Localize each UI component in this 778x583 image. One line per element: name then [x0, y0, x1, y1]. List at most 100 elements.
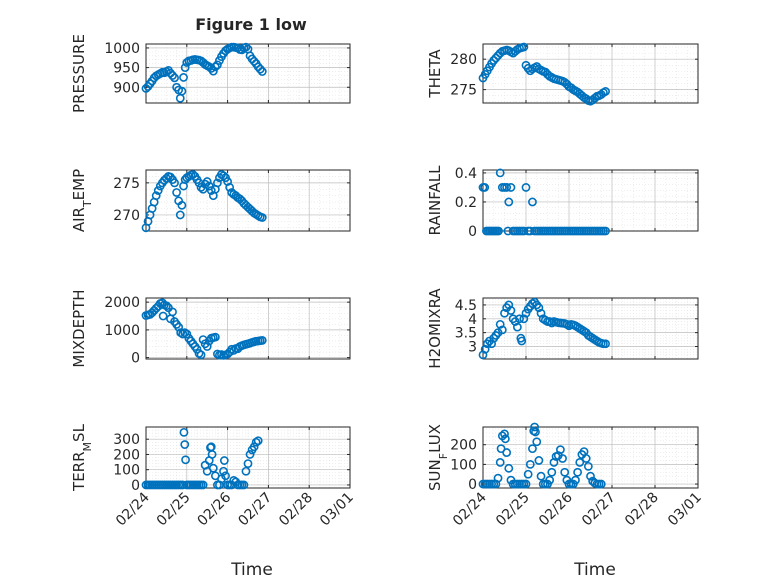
data-point: [531, 427, 540, 437]
data-point: [493, 473, 503, 483]
data-point: [225, 182, 235, 192]
data-point: [206, 186, 216, 195]
data-point: [489, 56, 499, 65]
y-axis-label: TERRMSL: [70, 423, 94, 492]
data-point: [212, 178, 222, 188]
data-point: [573, 467, 582, 477]
data-point: [168, 307, 177, 317]
data-point: [249, 56, 259, 66]
y-axis-label: AIRTEMP: [70, 169, 94, 232]
y-tick-label: 2000: [104, 295, 140, 311]
data-point: [243, 459, 253, 468]
data-point: [502, 183, 512, 192]
data-point: [161, 173, 171, 183]
data-point: [513, 322, 522, 332]
data-point: [177, 86, 187, 96]
subplot-mixdepth: 0 1000 2000 MIXDEPTH: [70, 289, 351, 368]
data-point: [506, 183, 516, 192]
data-point: [208, 66, 218, 76]
axes-frame: [145, 169, 351, 232]
subplot-air-temp: 270 275 AIRTEMP: [70, 169, 351, 233]
data-point: [180, 63, 190, 72]
data-point: [241, 42, 251, 52]
data-point: [521, 183, 531, 192]
data-point: [480, 344, 490, 354]
y-tick-label: 0.4: [455, 166, 477, 182]
data-point: [229, 346, 239, 355]
data-point: [545, 475, 555, 485]
data-point: [491, 53, 501, 63]
data-point: [253, 436, 263, 446]
data-point: [480, 183, 490, 192]
y-tick-label: 275: [113, 176, 140, 192]
x-tick-label: 02/28: [622, 490, 662, 530]
x-axis-label: Time: [230, 560, 273, 580]
data-point: [151, 191, 161, 201]
subplot-pressure: 900 950 1000 PRESSURE: [70, 34, 351, 113]
data-point: [532, 437, 542, 447]
x-tick-label: 02/24: [113, 489, 153, 529]
data-point: [251, 437, 261, 447]
data-point: [528, 444, 537, 454]
y-tick-label: 3.5: [455, 326, 477, 342]
y-axis-label: RAINFALL: [426, 165, 444, 236]
y-tick-label: 1000: [104, 323, 140, 339]
data-point: [495, 458, 505, 467]
y-tick-label: 1000: [104, 41, 140, 57]
data-point: [601, 339, 610, 349]
data-point: [519, 314, 529, 324]
y-tick-label: 4.5: [455, 298, 477, 314]
data-point: [504, 463, 514, 473]
y-tick-label: 0: [131, 351, 140, 367]
data-point: [202, 342, 212, 351]
data-point: [180, 440, 190, 449]
y-tick-label: 3: [468, 340, 477, 356]
data-point: [517, 336, 527, 346]
data-point: [219, 456, 229, 465]
data-point: [515, 314, 524, 324]
data-point: [581, 454, 591, 463]
x-tick-label: 02/26: [536, 489, 576, 529]
data-point: [487, 339, 496, 349]
y-tick-label: 950: [113, 61, 140, 77]
y-tick-label: 0: [468, 477, 477, 493]
y-tick-label: 0: [468, 224, 477, 240]
data-point: [219, 466, 228, 476]
x-tick-label: 03/01: [317, 490, 357, 530]
data-point: [504, 197, 514, 207]
data-point: [241, 466, 251, 476]
data-point: [583, 461, 593, 471]
figure-title: Figure 1 low: [195, 15, 307, 34]
data-point: [210, 332, 220, 342]
y-tick-label: 100: [450, 457, 477, 473]
data-point: [170, 178, 179, 188]
data-point: [179, 427, 189, 437]
subplot-h2omixra: 33.544.5 H2OMIXRA: [426, 288, 699, 369]
data-point: [257, 67, 267, 76]
data-point: [196, 350, 206, 360]
y-tick-label: 0.2: [455, 195, 477, 211]
data-point: [249, 442, 259, 452]
data-point: [525, 459, 535, 469]
data-point: [504, 300, 514, 310]
data-point: [177, 200, 187, 210]
data-point: [536, 308, 546, 318]
y-axis-label: MIXDEPTH: [70, 289, 88, 367]
data-point: [519, 42, 529, 52]
y-axis-label: PRESSURE: [70, 34, 88, 113]
data-point: [502, 448, 512, 457]
data-point: [586, 471, 595, 481]
axes-frame: [482, 297, 699, 360]
data-point: [500, 429, 509, 439]
data-point: [178, 480, 188, 490]
x-tick-label: 02/26: [195, 489, 235, 529]
subplot-rainfall: 0 0.2 0.4 RAINFALL: [426, 165, 699, 240]
data-point: [601, 87, 610, 96]
y-tick-label: 200: [113, 447, 140, 463]
x-tick-label: 02/27: [579, 490, 619, 530]
data-point: [521, 479, 531, 489]
data-point: [590, 93, 600, 103]
